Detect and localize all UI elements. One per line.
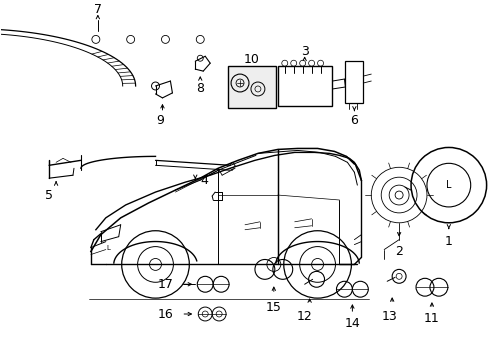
Circle shape	[196, 35, 204, 43]
Text: 2: 2	[394, 245, 402, 258]
Text: 13: 13	[381, 310, 396, 324]
Text: 10: 10	[244, 53, 259, 66]
Bar	[277, 66, 332, 106]
Text: 17: 17	[157, 278, 173, 291]
Circle shape	[126, 35, 134, 43]
Text: 6: 6	[350, 114, 358, 127]
Circle shape	[161, 35, 169, 43]
Bar	[227, 66, 275, 108]
Text: 11: 11	[423, 312, 439, 325]
Circle shape	[92, 35, 100, 43]
Text: 7: 7	[94, 3, 102, 16]
Text: 5: 5	[45, 189, 53, 202]
Text: 4: 4	[200, 174, 208, 187]
Text: 12: 12	[296, 310, 312, 324]
Circle shape	[151, 82, 159, 90]
Text: 3: 3	[300, 45, 308, 58]
Text: 8: 8	[196, 82, 204, 95]
Bar	[345, 61, 363, 103]
Text: 9: 9	[156, 114, 164, 127]
Text: L: L	[445, 180, 450, 190]
Text: 1: 1	[444, 235, 452, 248]
Text: 15: 15	[265, 301, 281, 314]
Text: L: L	[106, 244, 110, 251]
Text: 16: 16	[157, 307, 173, 320]
Text: 14: 14	[344, 318, 360, 330]
